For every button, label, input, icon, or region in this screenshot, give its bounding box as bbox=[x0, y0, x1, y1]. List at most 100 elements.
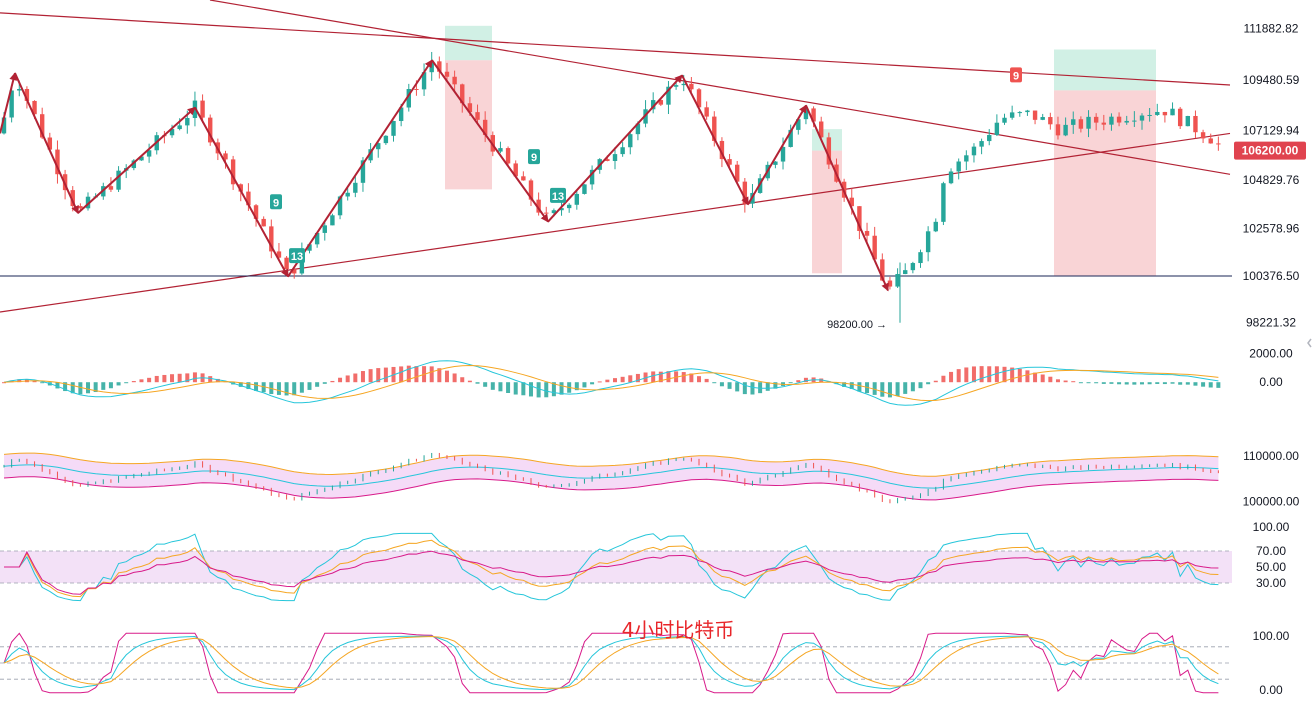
price-tick-label: 100376.50 bbox=[1243, 269, 1300, 283]
macd-histogram-bar bbox=[613, 378, 617, 383]
candle-body bbox=[208, 117, 213, 143]
candle-body bbox=[857, 206, 862, 231]
zigzag-arrow bbox=[0, 72, 18, 134]
candle-body bbox=[169, 129, 175, 136]
candle-body bbox=[452, 76, 457, 85]
candle-body bbox=[314, 232, 320, 245]
macd-histogram-bar bbox=[170, 374, 175, 383]
candle-body bbox=[1185, 115, 1191, 127]
macd-histogram-bar bbox=[590, 382, 595, 385]
candle-body bbox=[322, 225, 327, 233]
candle-body bbox=[398, 107, 404, 122]
trend-line bbox=[0, 12, 1231, 86]
candle-body bbox=[925, 231, 931, 253]
candle-body bbox=[253, 205, 259, 219]
candle-body bbox=[589, 169, 595, 185]
macd-histogram-bar bbox=[444, 370, 449, 383]
macd-histogram-bar bbox=[467, 380, 472, 383]
macd-histogram-bar bbox=[1124, 382, 1129, 385]
macd-histogram-bar bbox=[192, 372, 197, 383]
price-tick-label: 109480.59 bbox=[1243, 73, 1300, 87]
macd-histogram-bar bbox=[887, 382, 892, 398]
macd-histogram-bar bbox=[490, 382, 495, 390]
candle-body bbox=[1193, 115, 1198, 133]
seq-badge bbox=[1010, 67, 1022, 83]
macd-histogram-bar bbox=[949, 371, 954, 383]
macd-histogram-bar bbox=[857, 382, 862, 392]
candle-body bbox=[284, 257, 289, 269]
candle-body bbox=[9, 90, 14, 118]
candle-body bbox=[773, 161, 778, 165]
zigzag-arrow bbox=[681, 74, 749, 206]
macd-histogram-bar bbox=[1002, 366, 1007, 383]
macd-histogram-bar bbox=[597, 381, 602, 383]
candle-body bbox=[1086, 116, 1091, 129]
current-price-value: 106200.00 bbox=[1242, 144, 1299, 158]
candle-body bbox=[200, 100, 205, 118]
candle-body bbox=[185, 117, 190, 126]
boll-tick-label: 110000.00 bbox=[1243, 449, 1299, 463]
macd-histogram-bar bbox=[1162, 382, 1167, 385]
macd-histogram-bar bbox=[628, 375, 633, 383]
candle-body bbox=[742, 181, 748, 204]
macd-histogram-bar bbox=[643, 372, 648, 383]
chevron-left-icon[interactable] bbox=[1307, 338, 1312, 348]
loss-zone bbox=[1054, 90, 1156, 276]
macd-histogram-bar bbox=[162, 374, 167, 383]
macd-histogram-bar bbox=[605, 379, 610, 383]
candle-body bbox=[269, 226, 274, 252]
candle-body bbox=[17, 89, 22, 91]
macd-histogram-bar bbox=[1094, 382, 1099, 384]
candle-body bbox=[1155, 111, 1160, 115]
macd-histogram-bar bbox=[483, 382, 488, 387]
macd-histogram-bar bbox=[926, 382, 931, 385]
candle-body bbox=[444, 71, 450, 77]
macd-histogram-bar bbox=[1040, 374, 1045, 383]
rsi-slow-line bbox=[4, 550, 1219, 595]
macd-histogram-bar bbox=[1078, 382, 1083, 384]
macd-histogram-bar bbox=[292, 382, 297, 396]
macd-histogram-bar bbox=[1147, 382, 1152, 385]
macd-histogram-bar bbox=[139, 379, 144, 383]
macd-tick-label: 0.00 bbox=[1259, 375, 1283, 389]
kdj-pane: 100.00 0.00 bbox=[0, 629, 1290, 697]
candle-body bbox=[582, 184, 587, 194]
candle-body bbox=[551, 210, 557, 214]
macd-histogram-bar bbox=[1048, 376, 1053, 383]
macd-histogram-bar bbox=[1132, 382, 1137, 385]
macd-histogram-bar bbox=[849, 382, 854, 390]
candle-body bbox=[1200, 132, 1206, 139]
zigzag-arrow bbox=[747, 104, 807, 205]
candle-body bbox=[811, 108, 816, 122]
macd-histogram-bar bbox=[1193, 382, 1198, 386]
macd-histogram-bar bbox=[177, 373, 182, 383]
candle-body bbox=[872, 235, 877, 260]
macd-histogram-bar bbox=[78, 382, 83, 395]
macd-histogram-bar bbox=[697, 376, 702, 383]
candle-body bbox=[895, 274, 900, 287]
kdj-tick-label: 100.00 bbox=[1253, 629, 1290, 643]
macd-histogram-bar bbox=[987, 366, 992, 383]
candle-body bbox=[108, 186, 114, 190]
macd-histogram-bar bbox=[353, 373, 358, 383]
macd-histogram-bar bbox=[1117, 382, 1122, 385]
td-sequential-badges: 9 13 9 13 9 bbox=[270, 67, 1022, 263]
macd-histogram-bar bbox=[475, 382, 480, 384]
candle-body bbox=[47, 137, 53, 150]
candle-body bbox=[421, 72, 427, 90]
macd-histogram-bar bbox=[1017, 368, 1022, 383]
candle-body bbox=[635, 123, 641, 135]
macd-histogram-bar bbox=[918, 382, 923, 389]
candle-body bbox=[238, 184, 243, 192]
macd-histogram-bar bbox=[712, 382, 717, 384]
macd-histogram-bar bbox=[1208, 382, 1213, 388]
macd-histogram-bar bbox=[185, 373, 190, 383]
zigzag-arrow bbox=[805, 105, 889, 292]
candle-body bbox=[628, 134, 633, 148]
candle-body bbox=[475, 112, 480, 120]
macd-histogram-bar bbox=[1201, 382, 1206, 387]
candle-body bbox=[292, 268, 297, 274]
macd-histogram-bar bbox=[658, 371, 663, 383]
candle-body bbox=[24, 89, 30, 101]
candle-body bbox=[1040, 117, 1045, 120]
